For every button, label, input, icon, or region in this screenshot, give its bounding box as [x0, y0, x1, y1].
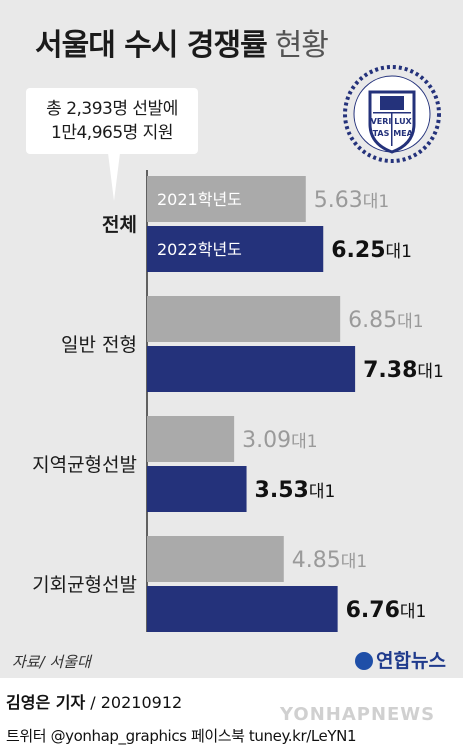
agency-logo: 연합뉴스: [355, 646, 446, 673]
title-sub: 현황: [274, 28, 329, 63]
value-label-지역균형선발-1: 3.09대1: [242, 428, 317, 453]
reporter-date: / 20210912: [90, 693, 183, 712]
note-callout: 총 2,393명 선발에 1만4,965명 지원: [26, 88, 198, 154]
bar-지역균형선발-1: [147, 416, 235, 462]
agency-name: 연합뉴스: [376, 650, 446, 672]
series-label-2: 2022학년도: [157, 240, 242, 259]
value-label-전체-2: 6.25대1: [331, 238, 412, 263]
value-label-일반-전형-2: 7.38대1: [363, 358, 444, 383]
category-label-3: 지역균형선발: [32, 454, 137, 476]
reporter-line: 김영은 기자 / 20210912: [6, 689, 182, 713]
seal-text-veri: VERI: [371, 117, 392, 126]
watermark: YONHAPNEWS: [280, 704, 436, 725]
category-label-1: 전체: [102, 214, 137, 236]
note-callout-tail: [108, 153, 120, 201]
source-note: 자료/ 서울대: [12, 653, 91, 671]
value-label-기회균형선발-1: 4.85대1: [292, 548, 367, 573]
value-label-일반-전형-1: 6.85대1: [348, 308, 423, 333]
bar-chart: 전체 2021학년도 5.63대1 2022학년도 6.25대1 일반 전형 6.85대1 7…: [32, 170, 444, 632]
seal-text-lux: LUX: [394, 117, 412, 126]
value-label-기회균형선발-2: 6.76대1: [346, 598, 427, 623]
chart-title: 서울대 수시 경쟁률 현황: [35, 20, 329, 64]
bar-일반-전형-1: [147, 296, 341, 342]
category-label-4: 기회균형선발: [32, 574, 137, 596]
note-line-2: 1만4,965명 지원: [51, 123, 173, 143]
bar-전체-1: [147, 176, 306, 222]
value-label-지역균형선발-2: 3.53대1: [255, 478, 336, 503]
sns-line: 트위터 @yonhap_graphics 페이스북 tuney.kr/LeYN1: [6, 727, 357, 745]
note-line-1: 총 2,393명 선발에: [46, 99, 178, 119]
bar-기회균형선발-2: [147, 586, 338, 632]
university-seal-icon: VERI LUX TAS MEA: [343, 65, 441, 163]
seal-text-mea: MEA: [393, 129, 413, 138]
value-label-전체-1: 5.63대1: [314, 188, 389, 213]
bar-전체-2: [147, 226, 324, 272]
bar-일반-전형-2: [147, 346, 356, 392]
reporter-name: 김영은 기자: [6, 693, 86, 712]
title-main: 서울대 수시 경쟁률: [35, 28, 268, 63]
bar-기회균형선발-1: [147, 536, 284, 582]
category-label-2: 일반 전형: [61, 334, 137, 356]
series-label-1: 2021학년도: [157, 190, 242, 209]
agency-mark-icon: [355, 652, 373, 670]
bar-지역균형선발-2: [147, 466, 247, 512]
seal-text-tas: TAS: [373, 129, 390, 138]
